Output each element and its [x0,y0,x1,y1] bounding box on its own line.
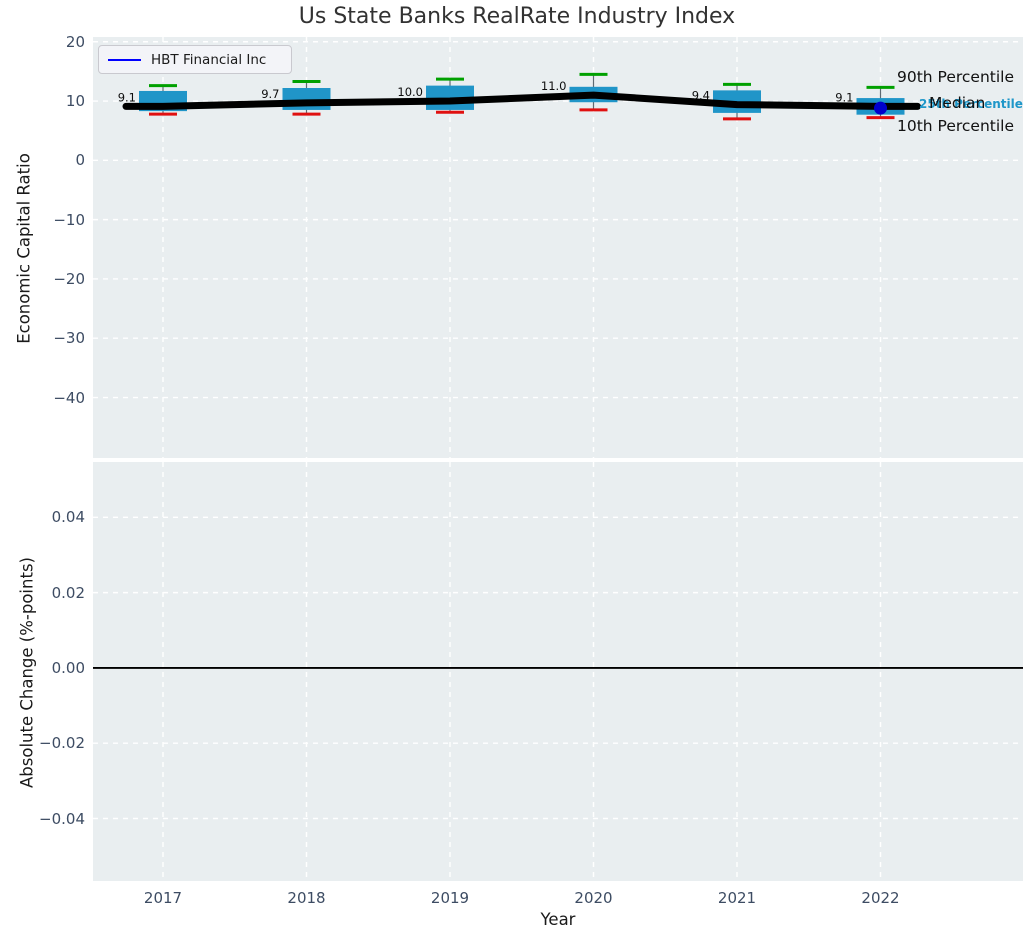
ytick-bottom-−0.02: −0.02 [39,734,85,753]
annotation-median: Median [929,94,986,112]
xtick-2019: 2019 [430,889,470,907]
median-value-label: 9.4 [692,89,710,103]
chart-title: Us State Banks RealRate Industry Index [298,4,736,29]
ytick-bottom-0.02: 0.02 [51,583,85,602]
y-axis-label-top: Economic Capital Ratio [14,153,34,344]
median-value-label: 11.0 [541,79,567,93]
median-value-label: 9.7 [261,87,279,101]
xtick-2018: 2018 [287,889,326,907]
annotation-25th-percentile: 25th Percentile [919,97,1023,111]
x-axis-label: Year [540,910,576,929]
ytick-top-20: 20 [65,32,85,51]
annotation-10th-percentile: 10th Percentile [897,117,1015,135]
xtick-2021: 2021 [717,889,757,907]
ytick-top-−40: −40 [53,388,85,407]
ytick-top-−30: −30 [53,329,85,348]
ytick-bottom-0.00: 0.00 [51,658,85,677]
bottom-plot-area [93,462,1023,881]
ytick-bottom-0.04: 0.04 [51,508,85,527]
median-value-label: 9.1 [835,90,853,104]
hbt-financial-point [874,101,887,115]
ytick-top-10: 10 [65,92,85,111]
median-value-label: 9.1 [118,90,136,104]
xtick-2022: 2022 [861,889,900,907]
legend: HBT Financial Inc [98,45,292,74]
legend-label: HBT Financial Inc [151,51,267,68]
xtick-2020: 2020 [574,889,613,907]
legend-line-icon [108,58,141,61]
ytick-top-−20: −20 [53,269,85,288]
change-canvas [93,462,1023,881]
median-line [122,91,921,110]
ytick-bottom-−0.04: −0.04 [39,809,85,828]
ytick-top-0: 0 [75,151,85,170]
top-plot-area: 9.1 9.7 10.0 11.0 9.4 9.1 [93,37,1023,458]
xtick-2017: 2017 [143,889,183,907]
annotation-90th-percentile: 90th Percentile [897,68,1015,86]
ytick-top-−10: −10 [53,210,85,229]
median-value-label: 10.0 [397,85,423,99]
boxplot-canvas: 9.1 9.7 10.0 11.0 9.4 9.1 [93,37,1023,458]
